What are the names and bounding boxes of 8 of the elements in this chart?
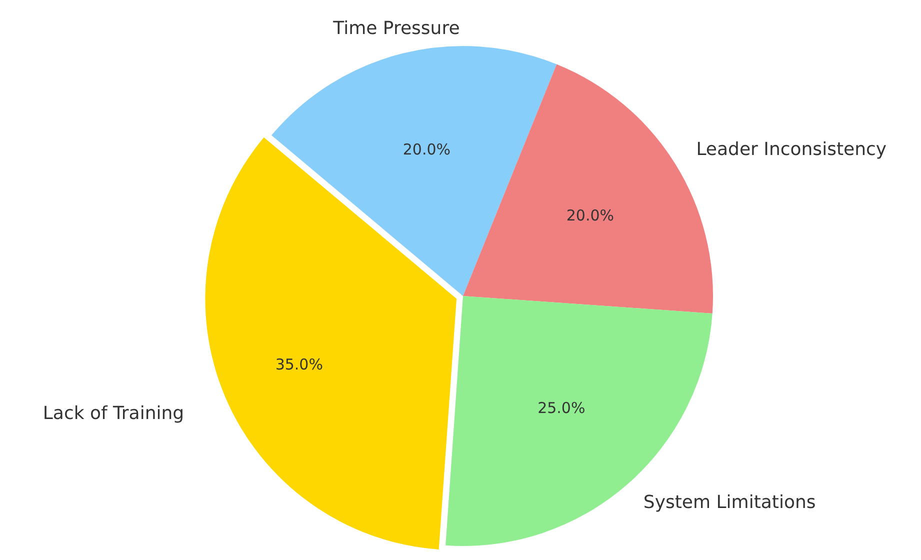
data-label: 35.0%	[275, 355, 323, 374]
slice-label: System Limitations	[643, 492, 816, 514]
data-label: 25.0%	[538, 399, 586, 418]
slice-label: Time Pressure	[332, 18, 460, 39]
slice-label: Leader Inconsistency	[696, 138, 887, 160]
slice-label: Lack of Training	[42, 403, 184, 424]
data-label: 20.0%	[402, 140, 451, 158]
data-label: 20.0%	[566, 206, 614, 224]
